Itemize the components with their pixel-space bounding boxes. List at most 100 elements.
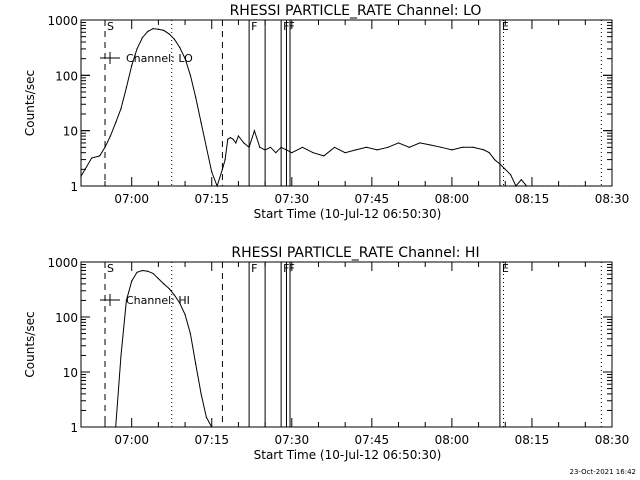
data-point bbox=[205, 146, 208, 148]
data-point bbox=[531, 185, 533, 187]
data-point bbox=[147, 30, 149, 33]
data-point bbox=[275, 152, 277, 154]
x-tick-label: 07:30 bbox=[275, 433, 310, 447]
data-point bbox=[237, 135, 240, 137]
data-point bbox=[355, 149, 357, 151]
event-marker-label: F bbox=[288, 262, 294, 275]
data-point bbox=[136, 271, 138, 273]
data-point bbox=[344, 152, 346, 154]
data-point bbox=[488, 152, 490, 154]
data-point bbox=[547, 185, 549, 187]
data-point bbox=[542, 185, 544, 187]
data-point bbox=[115, 426, 117, 428]
event-marker-label: F bbox=[251, 20, 257, 33]
event-marker-label: S bbox=[107, 262, 114, 275]
data-point bbox=[232, 138, 234, 140]
data-point bbox=[120, 354, 122, 357]
data-point bbox=[235, 142, 237, 144]
data-point bbox=[131, 280, 133, 282]
x-tick-label: 07:15 bbox=[194, 192, 229, 206]
data-point bbox=[195, 96, 197, 98]
y-tick-label: 100 bbox=[55, 311, 78, 325]
data-point bbox=[163, 283, 165, 285]
data-point bbox=[189, 332, 192, 335]
legend-label: Channel: LO bbox=[126, 52, 193, 65]
data-point bbox=[280, 146, 282, 148]
data-point bbox=[504, 168, 506, 170]
x-tick-label: 07:00 bbox=[114, 433, 149, 447]
data-point bbox=[184, 314, 186, 316]
y-tick-label: 1000 bbox=[47, 256, 78, 270]
x-tick-label: 07:45 bbox=[355, 192, 390, 206]
data-point bbox=[147, 270, 149, 272]
data-point bbox=[131, 64, 133, 67]
y-tick-label: 1000 bbox=[47, 14, 78, 28]
data-point bbox=[157, 277, 159, 280]
data-point bbox=[253, 130, 256, 132]
chart-title: RHESSI PARTICLE_RATE Channel: HI bbox=[231, 245, 479, 261]
data-point bbox=[120, 108, 122, 110]
data-point bbox=[536, 185, 538, 187]
data-point bbox=[397, 142, 400, 144]
data-point bbox=[168, 287, 170, 290]
data-point bbox=[173, 294, 175, 296]
event-marker-label: F bbox=[251, 262, 257, 275]
data-point bbox=[243, 142, 245, 144]
data-point bbox=[205, 416, 208, 418]
y-tick-label: 1 bbox=[70, 421, 78, 435]
data-point bbox=[440, 146, 442, 148]
data-point bbox=[152, 27, 154, 30]
data-point bbox=[125, 87, 127, 89]
x-tick-label: 07:00 bbox=[114, 192, 149, 206]
plot-frame bbox=[80, 261, 613, 428]
data-point bbox=[461, 146, 464, 148]
chart-title: RHESSI PARTICLE_RATE Channel: LO bbox=[230, 3, 482, 19]
data-point bbox=[195, 363, 197, 365]
data-point bbox=[451, 149, 453, 151]
data-point bbox=[216, 185, 218, 187]
data-point bbox=[179, 302, 181, 304]
data-point bbox=[579, 185, 581, 187]
data-point bbox=[125, 299, 127, 302]
y-tick-label: 10 bbox=[63, 125, 78, 139]
data-point bbox=[91, 157, 93, 159]
data-point bbox=[376, 149, 378, 151]
data-point bbox=[200, 121, 202, 124]
data-point bbox=[584, 185, 586, 187]
x-tick-label: 08:00 bbox=[435, 192, 470, 206]
data-point bbox=[152, 272, 154, 275]
data-point bbox=[483, 149, 485, 151]
data-point bbox=[259, 146, 261, 148]
chart-1: RHESSI PARTICLE_RATE Channel: LO 1 10 100 10… bbox=[23, 3, 629, 221]
data-point bbox=[269, 146, 272, 148]
footer-timestamp: 23-Oct-2021 16:42 bbox=[570, 468, 636, 476]
data-point bbox=[227, 138, 229, 140]
data-point bbox=[301, 146, 304, 148]
x-axis-label: Start Time (10-Jul-12 06:50:30) bbox=[254, 207, 442, 221]
y-tick-label: 10 bbox=[63, 366, 78, 380]
data-point bbox=[552, 185, 554, 187]
series-line bbox=[80, 28, 591, 188]
event-marker-label: F bbox=[288, 20, 294, 33]
data-point bbox=[590, 185, 592, 187]
y-tick-label: 100 bbox=[55, 69, 78, 83]
data-point bbox=[472, 146, 474, 148]
legend-label: Channel: HI bbox=[126, 294, 190, 307]
data-point bbox=[333, 146, 336, 148]
data-point bbox=[264, 149, 266, 151]
data-point bbox=[184, 58, 186, 60]
plot-frame bbox=[80, 19, 613, 187]
event-marker-label: S bbox=[107, 20, 114, 33]
data-point bbox=[168, 33, 170, 35]
x-tick-label: 08:30 bbox=[595, 433, 630, 447]
data-point bbox=[136, 48, 138, 50]
data-point bbox=[312, 152, 314, 154]
data-point bbox=[568, 185, 570, 187]
data-point bbox=[429, 144, 432, 146]
x-tick-label: 08:15 bbox=[515, 192, 550, 206]
data-point bbox=[558, 185, 560, 187]
data-point bbox=[510, 174, 512, 176]
chart-2: RHESSI PARTICLE_RATE Channel: HI 1 10 100 10… bbox=[23, 245, 629, 462]
y-axis-label: Counts/sec bbox=[23, 70, 37, 136]
data-point bbox=[173, 38, 175, 40]
